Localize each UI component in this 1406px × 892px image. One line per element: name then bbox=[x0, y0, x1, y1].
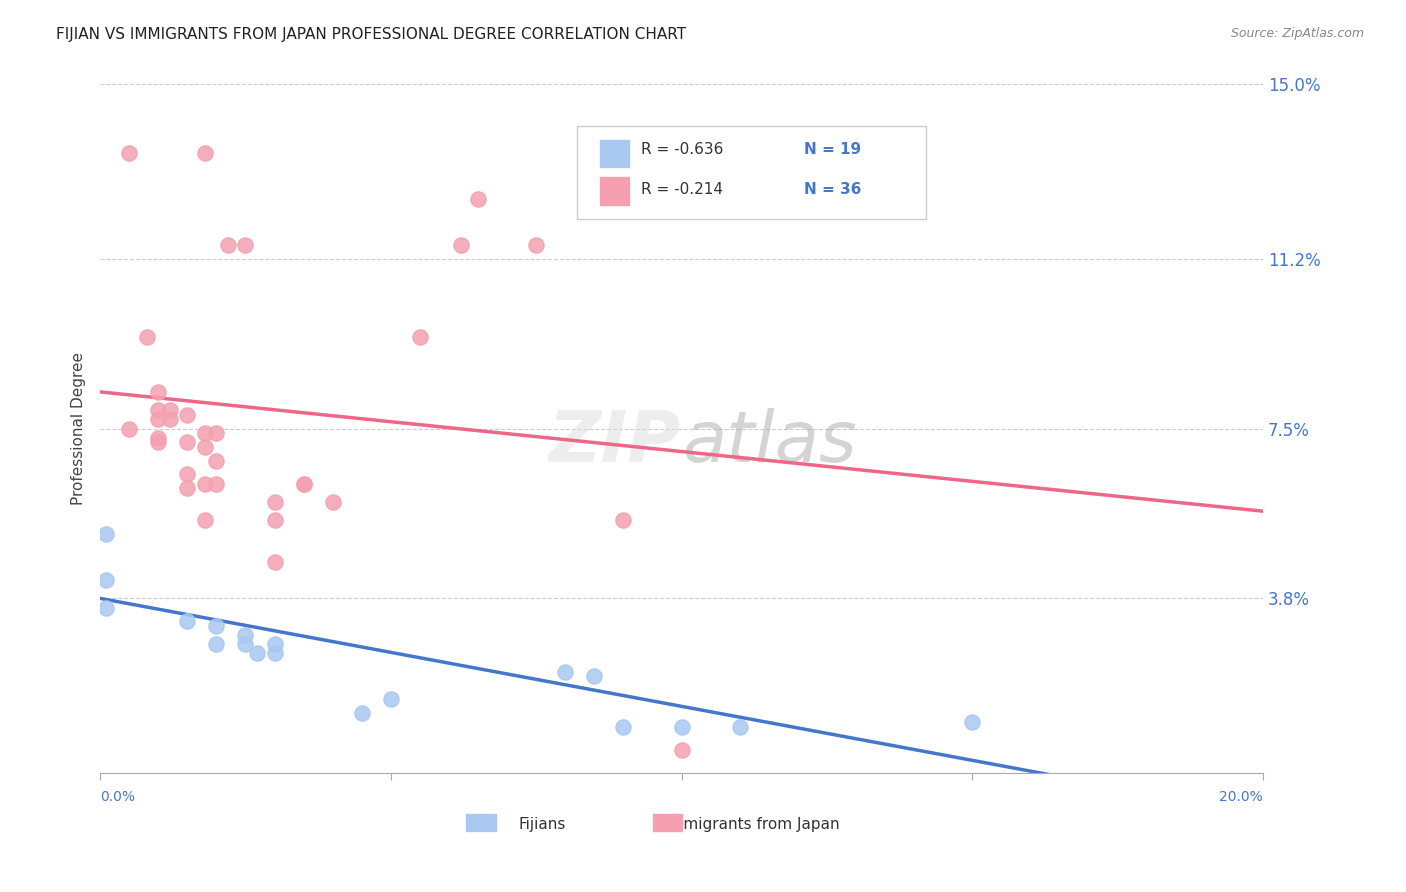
Point bbox=[176, 435, 198, 450]
Point bbox=[94, 600, 117, 615]
Point bbox=[235, 637, 257, 651]
Point bbox=[118, 146, 141, 161]
Text: Source: ZipAtlas.com: Source: ZipAtlas.com bbox=[1230, 27, 1364, 40]
Text: ZIP: ZIP bbox=[550, 408, 682, 477]
Point bbox=[148, 412, 170, 426]
Point bbox=[380, 692, 402, 706]
FancyBboxPatch shape bbox=[600, 178, 630, 205]
Point bbox=[176, 408, 198, 422]
Point bbox=[94, 573, 117, 587]
Point bbox=[148, 384, 170, 399]
Point bbox=[263, 513, 285, 527]
Point bbox=[467, 192, 489, 206]
Point bbox=[322, 495, 344, 509]
Point bbox=[194, 426, 217, 441]
Text: R = -0.214: R = -0.214 bbox=[641, 182, 723, 197]
Point bbox=[205, 454, 228, 468]
Text: N = 19: N = 19 bbox=[804, 143, 860, 157]
Point bbox=[263, 555, 285, 569]
Point bbox=[350, 706, 373, 720]
Y-axis label: Professional Degree: Professional Degree bbox=[72, 352, 86, 505]
Text: FIJIAN VS IMMIGRANTS FROM JAPAN PROFESSIONAL DEGREE CORRELATION CHART: FIJIAN VS IMMIGRANTS FROM JAPAN PROFESSI… bbox=[56, 27, 686, 42]
Point bbox=[217, 238, 239, 252]
Point bbox=[205, 426, 228, 441]
Point bbox=[671, 720, 693, 734]
Point bbox=[450, 238, 472, 252]
Text: N = 36: N = 36 bbox=[804, 182, 860, 197]
Point bbox=[176, 481, 198, 495]
Point bbox=[728, 720, 751, 734]
FancyBboxPatch shape bbox=[600, 139, 630, 167]
Point bbox=[409, 330, 432, 344]
Point bbox=[159, 403, 181, 417]
Point bbox=[263, 637, 285, 651]
Point bbox=[148, 431, 170, 445]
Point bbox=[118, 421, 141, 435]
Point bbox=[246, 647, 269, 661]
Point bbox=[263, 495, 285, 509]
Point bbox=[235, 238, 257, 252]
Text: R = -0.636: R = -0.636 bbox=[641, 143, 723, 157]
Point bbox=[194, 513, 217, 527]
Point bbox=[292, 476, 315, 491]
Text: 20.0%: 20.0% bbox=[1219, 790, 1263, 804]
Point bbox=[194, 440, 217, 454]
Point bbox=[671, 743, 693, 757]
FancyBboxPatch shape bbox=[652, 814, 682, 831]
Point bbox=[235, 628, 257, 642]
Point bbox=[176, 467, 198, 482]
Text: atlas: atlas bbox=[682, 408, 856, 477]
Point bbox=[135, 330, 157, 344]
Text: 0.0%: 0.0% bbox=[100, 790, 135, 804]
FancyBboxPatch shape bbox=[467, 814, 495, 831]
Point bbox=[194, 476, 217, 491]
Point bbox=[205, 476, 228, 491]
Point bbox=[194, 146, 217, 161]
Point bbox=[554, 665, 576, 679]
Point bbox=[612, 513, 634, 527]
Point bbox=[94, 527, 117, 541]
Point bbox=[148, 403, 170, 417]
Point bbox=[205, 637, 228, 651]
Text: Immigrants from Japan: Immigrants from Japan bbox=[664, 817, 839, 832]
Point bbox=[176, 615, 198, 629]
Point bbox=[524, 238, 547, 252]
Point bbox=[205, 619, 228, 633]
Point bbox=[962, 715, 984, 730]
Text: Fijians: Fijians bbox=[519, 817, 565, 832]
FancyBboxPatch shape bbox=[576, 126, 925, 219]
Point bbox=[612, 720, 634, 734]
Point bbox=[583, 669, 606, 683]
Point bbox=[263, 647, 285, 661]
Point bbox=[148, 435, 170, 450]
Point bbox=[159, 412, 181, 426]
Point bbox=[292, 476, 315, 491]
